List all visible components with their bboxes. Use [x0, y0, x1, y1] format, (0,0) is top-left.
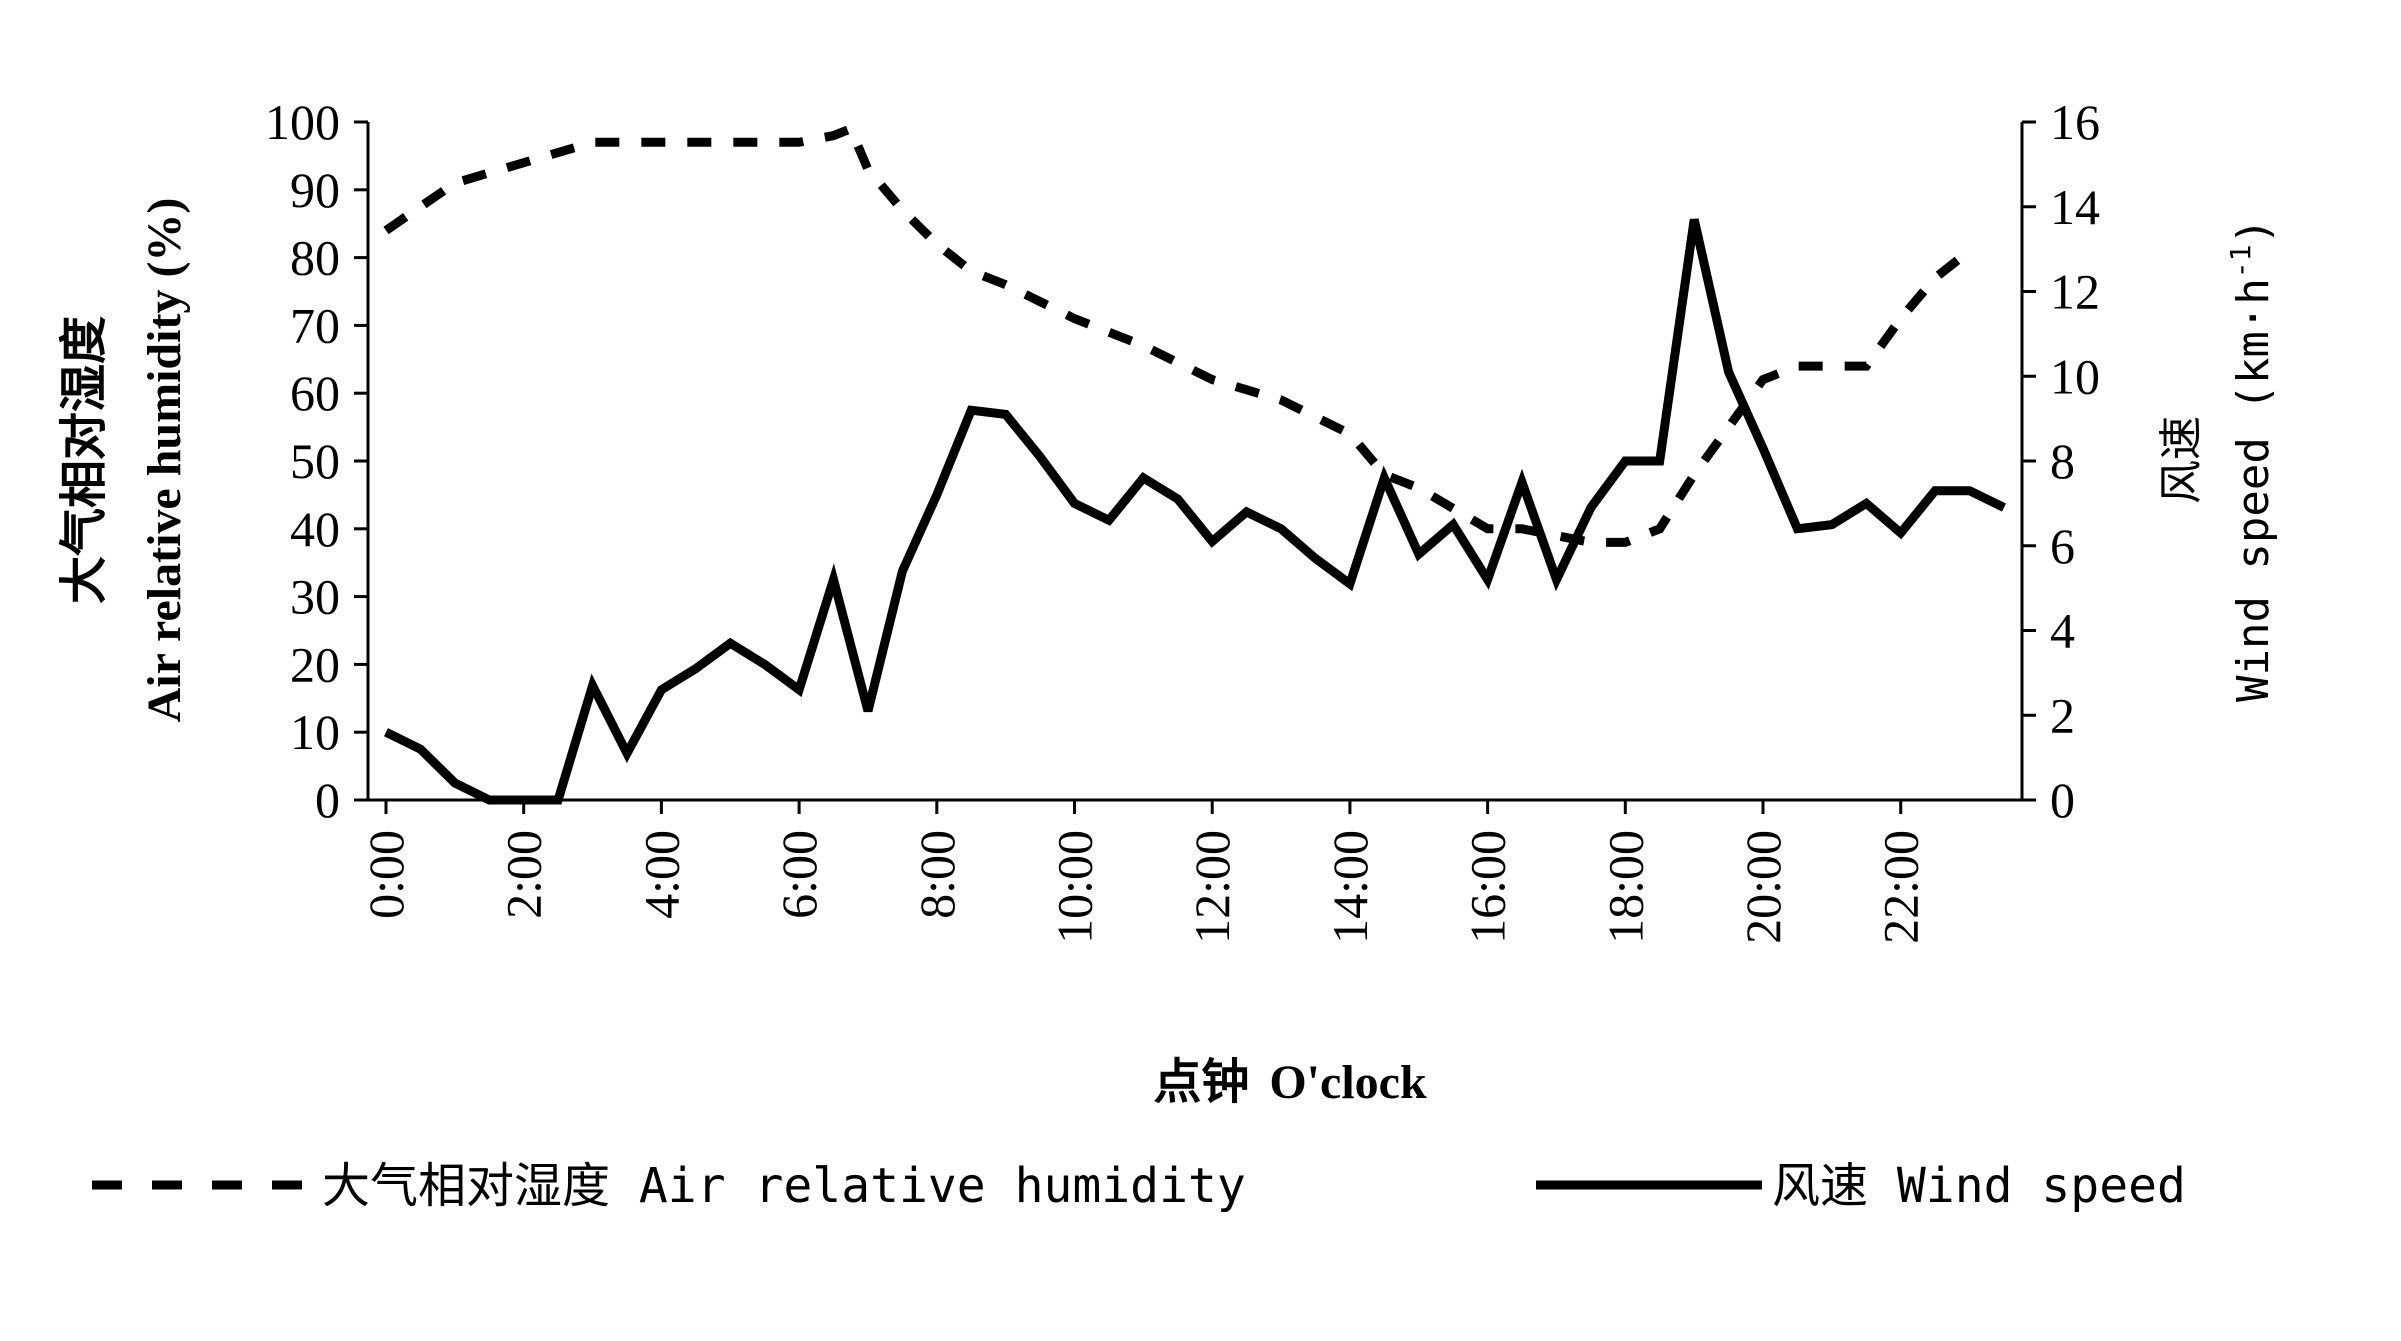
- y-left-axis-title-en: Air relative humidity (%): [138, 198, 191, 723]
- x-tick-label: 8:00: [909, 830, 965, 919]
- humidity-line: [383, 123, 1973, 547]
- y-right-axis-title-close: ): [2228, 218, 2279, 245]
- left-tick-label: 70: [290, 297, 340, 353]
- x-tick-label: 20:00: [1735, 830, 1791, 944]
- x-tick-label: 0:00: [358, 830, 414, 919]
- right-y-ticks: 0 2 4 6 8 10 12 14 16: [2022, 94, 2100, 828]
- x-tick-label: 6:00: [771, 830, 827, 919]
- x-tick-label: 18:00: [1597, 830, 1653, 944]
- left-tick-label: 10: [290, 704, 340, 760]
- x-tick-label: 4:00: [633, 830, 689, 919]
- x-tick-label: 16:00: [1460, 830, 1516, 944]
- x-tick-label: 10:00: [1047, 830, 1103, 944]
- left-tick-label: 50: [290, 433, 340, 489]
- y-right-axis-title-en: Wind speed (km·h-1): [2224, 218, 2279, 702]
- left-tick-label: 30: [290, 569, 340, 625]
- left-tick-label: 80: [290, 230, 340, 286]
- right-tick-label: 2: [2050, 687, 2075, 743]
- left-y-ticks: 0 10 20 30 40 50 60 70 80 90 100: [265, 94, 368, 828]
- left-tick-label: 40: [290, 501, 340, 557]
- right-tick-label: 16: [2050, 94, 2100, 150]
- left-tick-label: 60: [290, 365, 340, 421]
- x-tick-label: 22:00: [1873, 830, 1929, 944]
- left-tick-label: 20: [290, 636, 340, 692]
- x-tick-label: 14:00: [1322, 830, 1378, 944]
- series-layer: [383, 123, 2006, 805]
- x-axis-title-en: O'clock: [1269, 1056, 1427, 1109]
- right-tick-label: 12: [2050, 264, 2100, 320]
- left-tick-label: 90: [290, 162, 340, 218]
- x-tick-label: 12:00: [1184, 830, 1240, 944]
- x-axis-title: 点钟 O'clock: [1153, 1056, 1427, 1109]
- legend: 大气相对湿度 Air relative humidity 风速 Wind spe…: [92, 1158, 2186, 1214]
- axes: [366, 122, 2024, 802]
- right-tick-label: 6: [2050, 518, 2075, 574]
- right-tick-label: 10: [2050, 348, 2100, 404]
- right-tick-label: 8: [2050, 433, 2075, 489]
- legend-label-wind: 风速 Wind speed: [1772, 1158, 2186, 1214]
- y-right-axis-title-main: Wind speed (km·h: [2228, 278, 2279, 702]
- y-left-axis-title-cn: 大气相对湿度: [58, 316, 111, 604]
- x-axis-title-cn: 点钟: [1153, 1056, 1249, 1109]
- y-right-axis-title-superscript: -1: [2224, 244, 2257, 278]
- x-tick-label: 2:00: [496, 830, 552, 919]
- x-ticks: 0:00 2:00 4:00 6:00 8:00 10:00 12:00 14:00 16:00…: [358, 800, 1929, 944]
- wind-speed-line: [384, 218, 2006, 805]
- right-tick-label: 4: [2050, 603, 2075, 659]
- left-tick-label: 100: [265, 94, 340, 150]
- y-right-axis-title-cn: 风速: [2156, 416, 2207, 504]
- right-tick-label: 0: [2050, 772, 2075, 828]
- right-tick-label: 14: [2050, 179, 2100, 235]
- legend-label-humidity: 大气相对湿度 Air relative humidity: [322, 1158, 1246, 1214]
- left-tick-label: 0: [315, 772, 340, 828]
